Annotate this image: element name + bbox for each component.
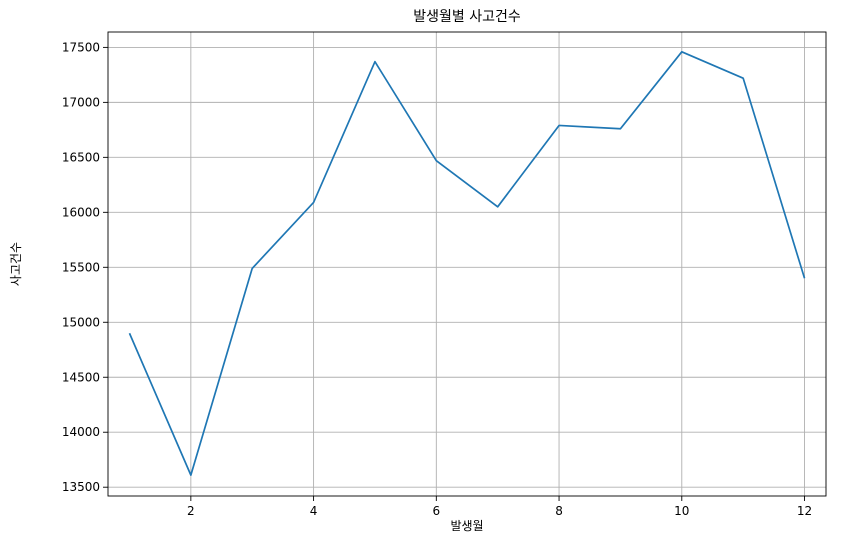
x-tick-label: 2 [187,504,195,518]
data-point [251,267,254,270]
data-point [373,60,376,63]
data-point [189,474,192,477]
y-tick-label: 15500 [62,260,100,274]
y-tick-label: 15000 [62,315,100,329]
data-point [803,277,806,280]
x-tick-label: 8 [555,504,563,518]
data-point [435,159,438,162]
y-tick-label: 17500 [62,40,100,54]
data-point [496,205,499,208]
y-tick-label: 17000 [62,95,100,109]
y-tick-label: 14000 [62,425,100,439]
y-tick-label: 13500 [62,480,100,494]
plot-area-frame [107,31,827,497]
series-line [128,50,806,476]
x-tick-label: 12 [797,504,812,518]
data-point [619,127,622,130]
x-tick-label: 10 [674,504,689,518]
x-tick-label: 4 [310,504,318,518]
y-tick-label: 16500 [62,150,100,164]
data-point [680,50,683,53]
data-point [128,332,131,335]
y-axis-label: 사고건수 [9,242,23,286]
data-point [558,124,561,127]
data-point [742,77,745,80]
data-point [312,201,315,204]
series-layer [128,50,806,476]
x-axis-label: 발생월 [450,519,483,533]
x-tick-label: 6 [432,504,440,518]
axis-ticks: 2 4 6 8 10 12 13500 14000 14500 15000 15500 16000 16… [62,40,812,518]
chart-title: 발생월별 사고건수 [413,9,521,25]
grid-lines [108,32,826,496]
y-tick-label: 14500 [62,370,100,384]
y-tick-label: 16000 [62,205,100,219]
